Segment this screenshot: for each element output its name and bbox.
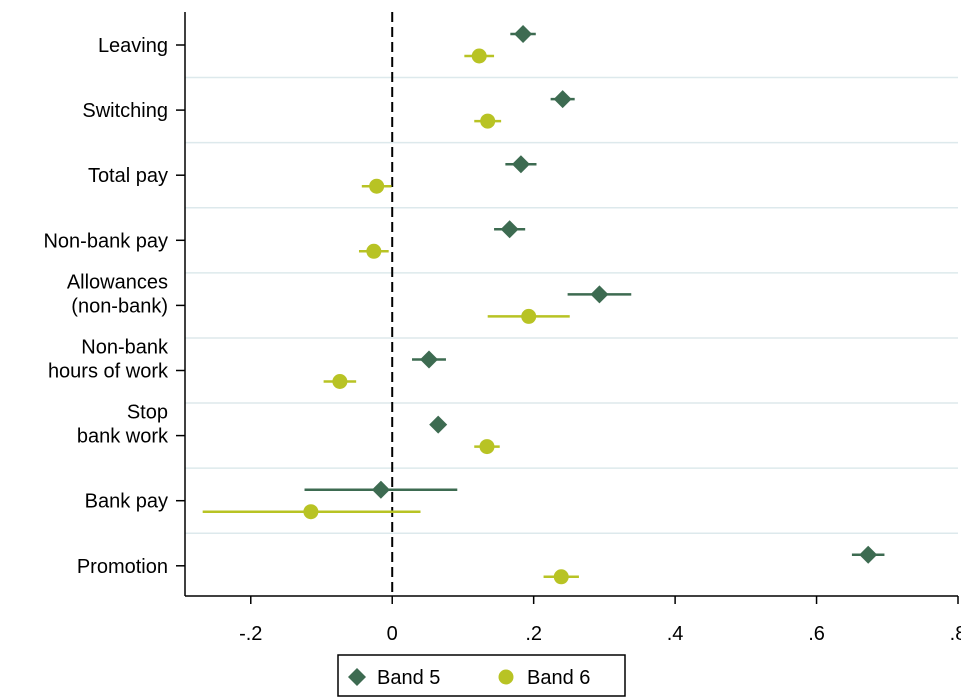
estimate-diamond	[859, 545, 878, 564]
legend-label: Band 5	[377, 667, 440, 689]
axes: Leaving Switching Total pay Non-bank pay All…	[43, 12, 961, 645]
estimate-diamond	[429, 415, 448, 434]
estimate-diamond	[371, 480, 390, 499]
x-tick-label: .4	[667, 623, 684, 645]
point-estimates	[303, 25, 878, 585]
x-tick-label: .8	[950, 623, 961, 645]
y-tick-label: (non-bank)	[71, 295, 168, 317]
y-tick-label: Allowances	[67, 271, 168, 293]
legend-label: Band 6	[527, 667, 590, 689]
estimate-circle	[480, 113, 496, 129]
legend-marker-circle	[498, 669, 514, 685]
estimate-circle	[366, 243, 382, 259]
estimate-diamond	[590, 285, 609, 304]
y-tick-label: hours of work	[48, 361, 169, 383]
y-tick-label: Stop	[127, 402, 168, 424]
estimate-diamond	[419, 350, 438, 369]
confidence-intervals	[202, 32, 885, 579]
y-tick-label: Switching	[82, 100, 168, 122]
estimate-circle	[521, 308, 537, 324]
estimate-circle	[369, 178, 385, 194]
estimate-circle	[471, 48, 487, 64]
y-tick-label: Total pay	[88, 165, 168, 187]
x-tick-label: -.2	[239, 623, 262, 645]
y-tick-label: Promotion	[77, 556, 168, 578]
estimate-diamond	[511, 155, 530, 174]
estimate-diamond	[500, 220, 519, 239]
legend-box	[337, 654, 626, 697]
x-tick-label: 0	[387, 623, 398, 645]
legend-marker-diamond	[348, 668, 366, 686]
y-tick-label: bank work	[77, 426, 169, 448]
y-tick-label: Non-bank	[81, 337, 169, 359]
estimate-circle	[332, 374, 348, 389]
estimate-diamond	[553, 90, 572, 109]
estimate-diamond	[514, 25, 533, 43]
y-tick-label: Leaving	[98, 35, 168, 57]
gridlines	[185, 76, 958, 534]
estimate-circle	[303, 504, 319, 520]
y-tick-label: Non-bank pay	[43, 230, 168, 252]
estimate-circle	[553, 569, 569, 585]
legend: Band 5 Band 6	[337, 654, 626, 697]
y-tick-label: Bank pay	[85, 491, 168, 513]
x-tick-label: .6	[808, 623, 825, 645]
estimate-circle	[479, 439, 495, 455]
x-tick-label: .2	[525, 623, 542, 645]
